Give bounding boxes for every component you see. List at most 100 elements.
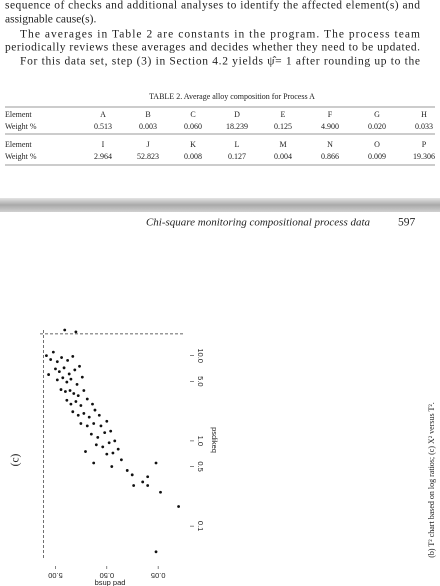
body-line: periodically reviews these averages and … <box>5 42 420 54</box>
point <box>92 461 96 465</box>
point <box>49 358 53 361</box>
point <box>97 413 101 417</box>
point <box>79 404 83 407</box>
point <box>73 368 77 372</box>
point <box>154 461 158 465</box>
point <box>63 328 67 332</box>
y-tick-label: 0.1 <box>196 521 205 531</box>
point <box>74 400 78 403</box>
table-caption: TABLE 2. Average alloy composition for P… <box>149 92 315 101</box>
point <box>55 378 59 382</box>
table-header: O <box>374 140 380 149</box>
point <box>60 356 63 359</box>
table-header: N <box>327 140 333 149</box>
y-axis-label: psdikeq <box>210 427 219 453</box>
point <box>111 451 115 455</box>
table-cell: 52.823 <box>137 152 159 161</box>
point <box>55 360 59 364</box>
point <box>85 424 89 428</box>
point <box>76 394 80 397</box>
point <box>57 370 61 374</box>
point <box>113 439 117 443</box>
point <box>65 380 69 384</box>
table-header: Element <box>5 140 32 149</box>
point <box>76 413 80 417</box>
point <box>85 397 89 401</box>
point <box>67 372 71 376</box>
point <box>92 422 96 425</box>
point <box>45 354 48 358</box>
point <box>72 392 76 395</box>
table-header: C <box>190 110 195 119</box>
point <box>101 445 105 449</box>
point <box>110 465 114 468</box>
point <box>71 410 75 414</box>
table-cell: 0.033 <box>415 122 433 131</box>
y-tick-label: 1.0 <box>196 436 205 446</box>
x-tick-label: 0.05 <box>151 571 166 580</box>
point <box>54 367 57 371</box>
point <box>105 452 109 456</box>
point <box>99 424 103 428</box>
y-tick-label: 0.5 <box>196 461 205 471</box>
point <box>71 355 75 358</box>
point <box>103 431 107 435</box>
body-line: The averages in Table 2 are constants in… <box>20 29 420 41</box>
running-head: Chi-square monitoring compositional proc… <box>146 217 371 229</box>
table-cell: 18.239 <box>226 122 248 131</box>
point <box>47 373 51 376</box>
table-header: I <box>102 140 105 149</box>
point <box>82 412 86 415</box>
point <box>130 473 134 477</box>
table-cell: 0.513 <box>94 122 112 131</box>
point <box>154 550 158 554</box>
point <box>177 505 180 508</box>
point <box>65 398 69 402</box>
table-header: G <box>374 110 380 119</box>
point <box>68 389 72 392</box>
table-cell: Weight % <box>5 152 37 161</box>
point <box>82 389 86 392</box>
table-cell: Weight % <box>5 122 37 131</box>
table-header: B <box>145 110 150 119</box>
table-header: Element <box>5 110 32 119</box>
table-header: L <box>235 140 240 149</box>
point <box>89 432 93 436</box>
table-cell: 0.866 <box>321 152 339 161</box>
table-header: D <box>234 110 240 119</box>
x-axis-label: bsup pad <box>95 578 126 586</box>
y-tick-label: 5.0 <box>196 376 205 386</box>
point <box>64 390 67 393</box>
table-header: P <box>422 140 427 149</box>
table-header: H <box>421 110 427 119</box>
page-number: 597 <box>398 217 416 229</box>
point <box>146 484 150 487</box>
table-cell: 0.003 <box>139 122 157 131</box>
table-cell: 0.004 <box>274 152 292 161</box>
point <box>96 435 100 439</box>
table-cell: 19.306 <box>413 152 435 161</box>
y-tick-label: 10.0 <box>196 348 205 363</box>
x-tick-label: 5.00 <box>48 571 63 580</box>
point <box>107 441 111 445</box>
point <box>93 408 97 412</box>
table-header: M <box>279 140 286 149</box>
table-cell: 2.964 <box>94 152 112 161</box>
point <box>116 447 120 451</box>
table-header: A <box>100 110 106 119</box>
point <box>69 402 73 406</box>
table-header: K <box>190 140 196 149</box>
point <box>78 364 81 368</box>
table-cell: 0.127 <box>228 152 246 161</box>
point <box>105 419 109 423</box>
point <box>75 383 79 386</box>
table-cell: 0.020 <box>368 122 386 131</box>
table-header: F <box>328 110 333 119</box>
point <box>59 388 63 391</box>
point <box>79 422 83 425</box>
point <box>141 480 145 484</box>
point <box>87 415 91 419</box>
figure-caption: (b) T² chart based on log ratios; (c) X²… <box>427 402 436 558</box>
point <box>61 376 65 380</box>
